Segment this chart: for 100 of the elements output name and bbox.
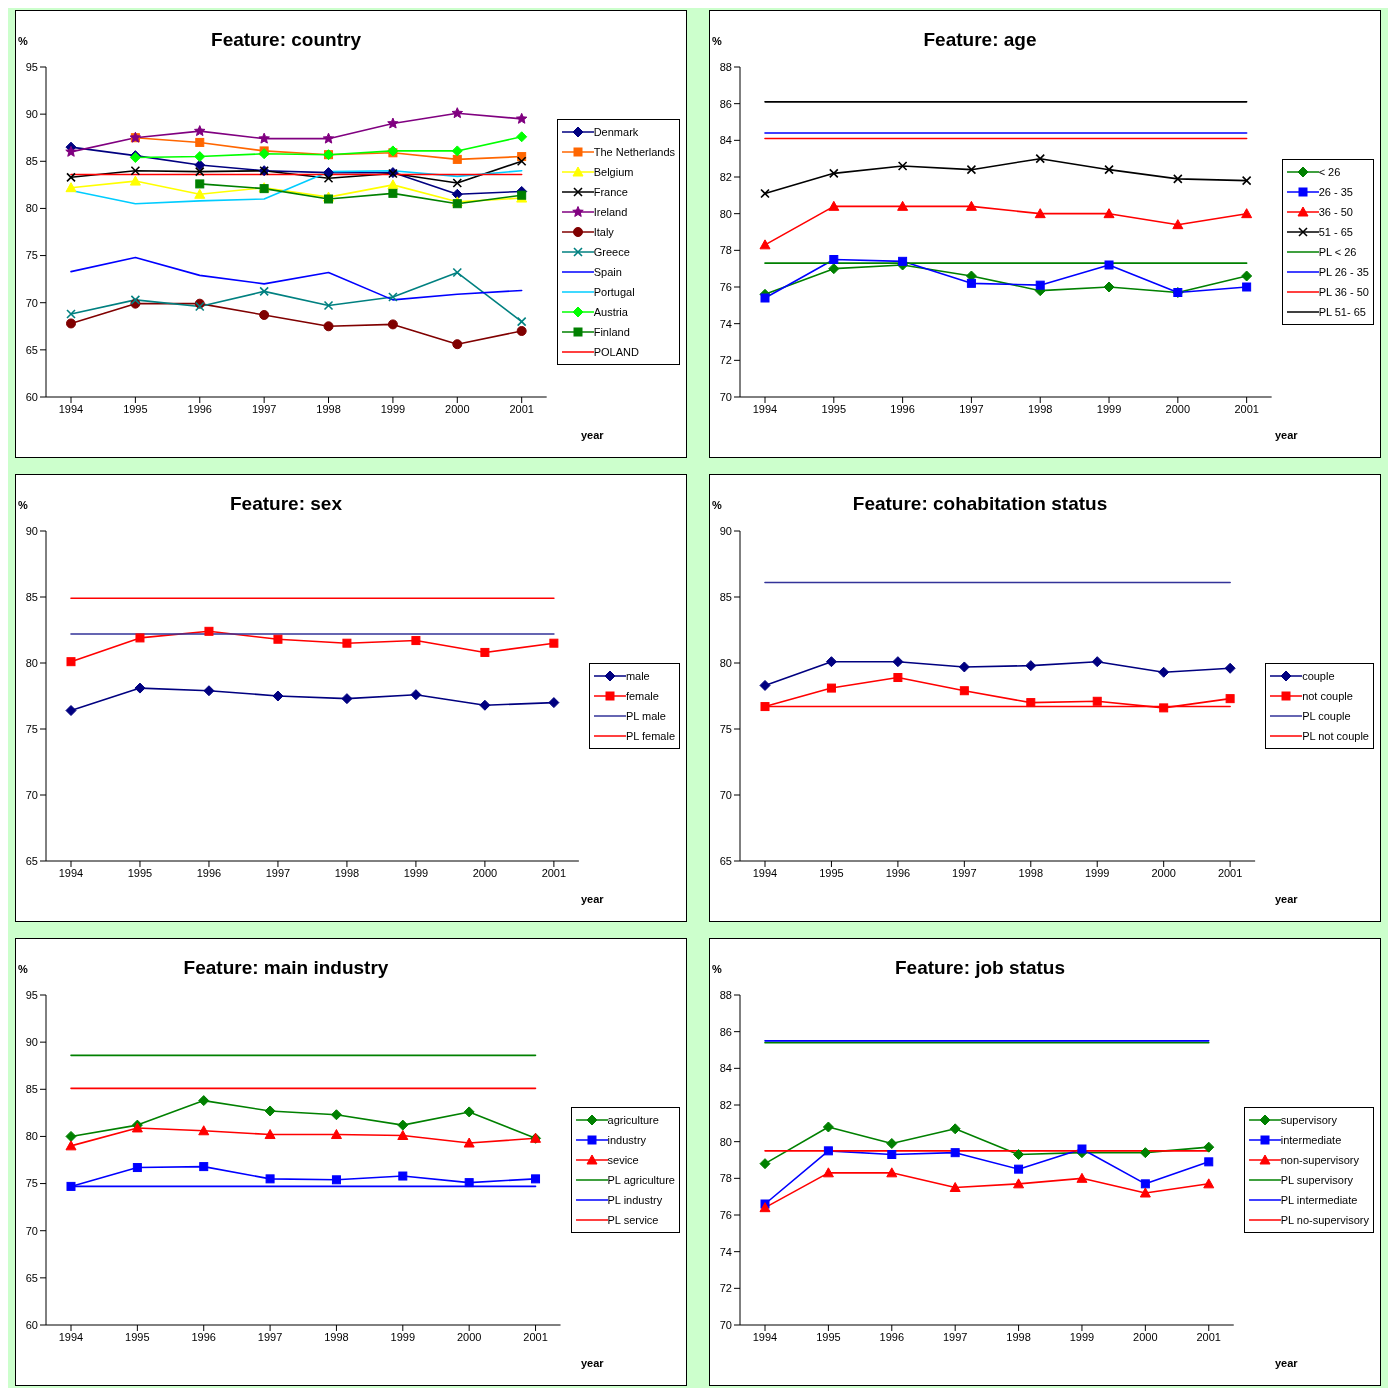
legend-label: PL 51- 65 [1318, 306, 1366, 318]
y-tick-label: 80 [719, 207, 732, 220]
x-tick-label: 1997 [251, 402, 277, 415]
y-tick-label: 65 [25, 854, 38, 867]
x-tick-label: 1995 [819, 866, 844, 879]
y-tick-label: 76 [719, 280, 732, 293]
y-tick-label: 80 [25, 656, 38, 669]
x-tick-label: 2000 [1133, 1330, 1158, 1343]
x-tick-label: 1999 [1084, 866, 1110, 879]
legend-label: PL not couple [1302, 730, 1369, 742]
x-tick-label: 2000 [1151, 866, 1176, 879]
x-tick-label: 1998 [316, 402, 341, 415]
legend-label: supervisory [1280, 1114, 1337, 1126]
legend-label: Ireland [593, 206, 628, 218]
y-tick-label: 75 [25, 1177, 38, 1190]
x-tick-label: 1996 [885, 866, 911, 879]
y-tick-label: 65 [25, 1271, 38, 1284]
legend-label: PL service [607, 1214, 659, 1226]
legend-label: Denmark [593, 126, 639, 138]
x-tick-label: 1998 [1027, 402, 1053, 415]
y-tick-label: 80 [25, 202, 38, 215]
y-tick-label: 88 [719, 988, 732, 1001]
x-tick-label: 1997 [942, 1330, 968, 1343]
x-axis-title: year [581, 893, 604, 905]
y-tick-label: 78 [719, 1172, 732, 1185]
legend-label: PL agriculture [607, 1174, 675, 1186]
legend-label: PL female [625, 730, 675, 742]
y-axis-title: % [18, 963, 28, 975]
legend-label: couple [1302, 670, 1335, 682]
y-tick-label: 78 [719, 244, 732, 257]
y-tick-label: 75 [25, 249, 38, 262]
x-tick-label: 1998 [1018, 866, 1044, 879]
y-tick-label: 70 [25, 296, 38, 309]
x-tick-label: 1999 [390, 1330, 416, 1343]
legend-label: Portugal [593, 286, 635, 298]
legend-label: industry [607, 1134, 647, 1146]
x-tick-label: 1996 [187, 402, 213, 415]
x-tick-label: 1994 [752, 866, 778, 879]
y-tick-label: 84 [719, 1062, 732, 1075]
x-tick-label: 1996 [879, 1330, 905, 1343]
legend-label: PL 36 - 50 [1318, 286, 1369, 298]
y-tick-label: 90 [25, 1036, 38, 1049]
x-tick-label: 1997 [265, 866, 291, 879]
y-axis-title: % [18, 499, 28, 511]
legend-label: Spain [593, 266, 622, 278]
x-tick-label: 1999 [1069, 1330, 1095, 1343]
y-tick-label: 70 [25, 1224, 38, 1237]
legend-label: intermediate [1280, 1134, 1342, 1146]
y-tick-label: 95 [25, 60, 38, 73]
x-tick-label: 1996 [191, 1330, 216, 1343]
legend-label: PL male [625, 710, 666, 722]
x-tick-label: 1995 [816, 1330, 841, 1343]
y-tick-label: 85 [25, 155, 38, 168]
legend-label: agriculture [607, 1114, 659, 1126]
legend-label: Belgium [593, 166, 634, 178]
legend-label: PL industry [607, 1194, 663, 1206]
chart-title: Feature: country [211, 29, 361, 50]
y-tick-label: 70 [719, 390, 732, 403]
legend-label: Austria [593, 306, 628, 318]
legend-label: PL couple [1302, 710, 1351, 722]
x-tick-label: 2000 [1165, 402, 1191, 415]
y-axis-title: % [712, 499, 722, 511]
y-tick-label: 75 [25, 722, 38, 735]
y-tick-label: 86 [719, 1025, 732, 1038]
y-tick-label: 82 [719, 1098, 732, 1111]
y-tick-label: 80 [25, 1130, 38, 1143]
x-tick-label: 1995 [123, 402, 148, 415]
legend-label: PL intermediate [1280, 1194, 1358, 1206]
x-axis-title: year [1275, 1357, 1298, 1369]
y-tick-label: 80 [719, 1135, 732, 1148]
x-tick-label: 2000 [456, 1330, 482, 1343]
legend-label: 26 - 35 [1318, 186, 1353, 198]
legend-label: 36 - 50 [1318, 206, 1353, 218]
x-axis-title: year [581, 429, 604, 441]
x-tick-label: 1997 [257, 1330, 283, 1343]
legend-label: France [593, 186, 628, 198]
y-tick-label: 60 [25, 390, 38, 403]
x-tick-label: 1997 [959, 402, 984, 415]
x-axis-title: year [1275, 893, 1298, 905]
y-axis-title: % [712, 35, 722, 47]
y-tick-label: 95 [25, 988, 38, 1001]
chart-title: Feature: cohabitation status [852, 493, 1108, 514]
y-tick-label: 82 [719, 170, 732, 183]
legend-label: POLAND [593, 346, 639, 358]
x-tick-label: 1994 [58, 1330, 84, 1343]
y-tick-label: 70 [719, 1318, 732, 1331]
y-axis-title: % [712, 963, 722, 975]
legend-label: non-supervisory [1280, 1154, 1360, 1166]
y-tick-label: 90 [25, 108, 38, 121]
legend-label: Italy [593, 226, 614, 238]
x-tick-label: 1998 [334, 866, 360, 879]
legend-label: PL 26 - 35 [1318, 266, 1369, 278]
x-tick-label: 1994 [752, 402, 778, 415]
x-tick-label: 2001 [541, 866, 567, 879]
x-tick-label: 1998 [1006, 1330, 1031, 1343]
x-tick-label: 1996 [890, 402, 915, 415]
chart-title: Feature: sex [230, 493, 342, 514]
y-tick-label: 90 [25, 524, 38, 537]
x-tick-label: 1994 [58, 402, 84, 415]
x-axis-title: year [1275, 429, 1298, 441]
